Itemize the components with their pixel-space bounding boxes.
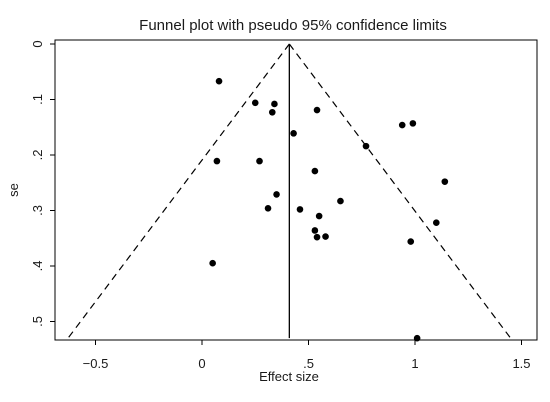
study-point bbox=[313, 106, 321, 114]
x-tick-label: 1.5 bbox=[512, 356, 530, 371]
study-point bbox=[290, 130, 297, 137]
y-tick-label: .4 bbox=[30, 261, 45, 272]
study-point bbox=[251, 99, 259, 107]
x-axis: −0.5 0 .5 1 1.5 bbox=[83, 340, 531, 371]
study-point bbox=[296, 206, 304, 213]
study-point bbox=[407, 238, 415, 245]
study-point bbox=[273, 191, 280, 198]
y-tick-label: .2 bbox=[30, 150, 45, 161]
funnel-lines bbox=[67, 43, 512, 339]
study-point bbox=[413, 334, 421, 342]
x-tick-label: −0.5 bbox=[83, 356, 109, 371]
study-point bbox=[311, 227, 319, 234]
plot-frame bbox=[54, 39, 538, 341]
study-point bbox=[271, 100, 278, 108]
study-point bbox=[268, 108, 276, 116]
study-point bbox=[256, 157, 263, 165]
y-tick-label: .5 bbox=[30, 316, 45, 327]
study-point bbox=[322, 233, 329, 240]
x-tick-label: .5 bbox=[303, 356, 314, 371]
data-points bbox=[209, 77, 449, 342]
x-tick-label: 0 bbox=[198, 356, 205, 371]
y-tick-label: 0 bbox=[30, 40, 45, 47]
study-point bbox=[433, 219, 440, 227]
study-point bbox=[215, 77, 223, 85]
study-point bbox=[264, 204, 272, 212]
y-axis-label: se bbox=[6, 183, 21, 197]
x-axis-label: Effect size bbox=[259, 369, 319, 384]
study-point bbox=[398, 121, 406, 129]
x-tick-label: 1 bbox=[411, 356, 418, 371]
y-tick-label: .3 bbox=[30, 205, 45, 216]
study-point bbox=[213, 157, 221, 165]
study-point bbox=[313, 233, 321, 241]
lower-confidence-limit bbox=[67, 43, 290, 339]
y-tick-label: .1 bbox=[30, 94, 45, 105]
study-point bbox=[311, 167, 319, 175]
study-point bbox=[409, 120, 417, 127]
study-point bbox=[337, 197, 344, 205]
study-point bbox=[441, 178, 449, 185]
upper-confidence-limit bbox=[288, 43, 512, 339]
study-point bbox=[209, 259, 216, 267]
y-axis: 0 .1 .2 .3 .4 .5 bbox=[30, 40, 55, 327]
study-point bbox=[315, 212, 323, 220]
chart-title: Funnel plot with pseudo 95% confidence l… bbox=[139, 17, 447, 34]
study-point bbox=[362, 142, 370, 150]
